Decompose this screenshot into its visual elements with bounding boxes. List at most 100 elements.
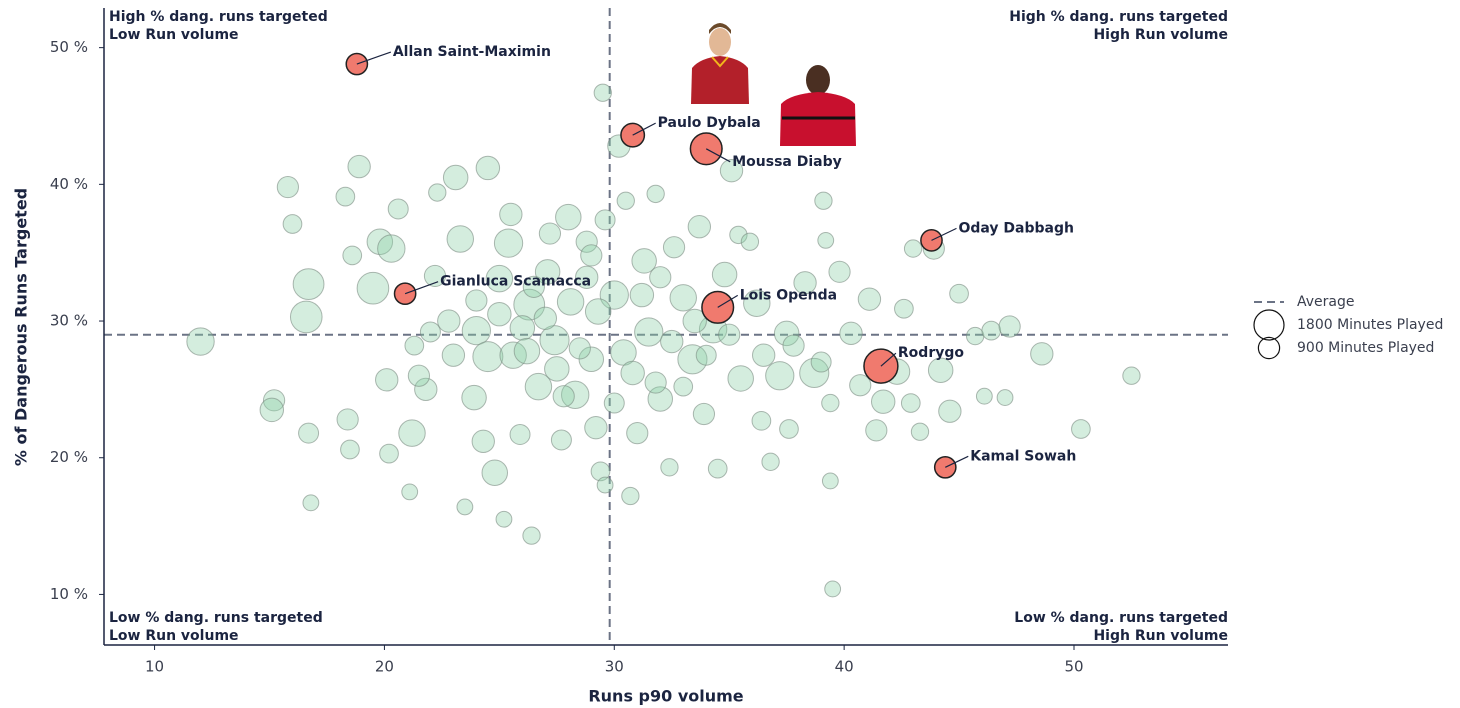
point	[584, 415, 608, 440]
point-label: Oday Dabbagh	[958, 220, 1073, 236]
point	[538, 222, 562, 245]
label-leader	[717, 294, 739, 308]
point	[644, 371, 667, 394]
point	[682, 308, 707, 334]
label-leader	[880, 352, 897, 367]
point	[336, 408, 359, 431]
point	[821, 472, 839, 490]
point	[719, 158, 744, 183]
point	[799, 357, 830, 389]
point	[292, 268, 325, 301]
label-leader	[705, 148, 731, 163]
point	[522, 275, 545, 298]
point	[387, 198, 409, 220]
point	[398, 419, 426, 447]
point	[821, 393, 840, 413]
point	[186, 327, 215, 356]
point	[773, 320, 800, 347]
point	[404, 335, 425, 356]
point	[938, 399, 962, 423]
point	[298, 422, 320, 444]
legend-label: Average	[1297, 294, 1355, 310]
legend-label: 1800 Minutes Played	[1297, 317, 1443, 333]
point	[495, 510, 513, 528]
point	[552, 385, 575, 408]
point	[461, 384, 487, 411]
player-photo	[691, 23, 749, 104]
y-tick-label: 30 %	[50, 312, 88, 330]
point	[533, 306, 558, 330]
point	[539, 325, 570, 356]
point	[996, 389, 1014, 406]
point	[677, 344, 708, 375]
point	[673, 376, 694, 397]
point	[442, 164, 469, 191]
point	[900, 393, 921, 413]
point	[509, 423, 531, 445]
point	[472, 341, 504, 373]
label-leader	[931, 227, 957, 241]
point	[509, 315, 536, 341]
point	[419, 321, 441, 343]
point	[743, 289, 771, 317]
point	[711, 261, 738, 288]
point	[718, 323, 741, 346]
point-label: Allan Saint-Maximin	[393, 44, 551, 60]
point	[727, 365, 754, 392]
point	[740, 232, 760, 251]
point	[828, 260, 851, 283]
point	[446, 225, 475, 253]
point	[596, 476, 614, 494]
point	[524, 372, 553, 401]
point	[499, 202, 523, 227]
point	[810, 351, 832, 373]
label-leader	[632, 122, 656, 136]
point	[965, 326, 985, 346]
legend-size	[1257, 336, 1281, 360]
point	[981, 320, 1002, 341]
quadrant-label: Low Run volume	[109, 27, 239, 43]
legend-size	[1253, 309, 1285, 341]
point	[839, 321, 863, 346]
point	[626, 422, 649, 445]
point	[276, 175, 299, 199]
point	[379, 443, 399, 464]
point	[1030, 342, 1054, 366]
point	[356, 271, 390, 305]
point	[927, 357, 954, 383]
point	[695, 344, 717, 366]
x-tick-label: 10	[145, 658, 164, 676]
point	[556, 288, 585, 316]
point	[603, 392, 625, 414]
label-leader	[404, 281, 439, 295]
point	[461, 315, 492, 346]
quadrant-label: High % dang. runs targeted	[109, 9, 328, 25]
point	[437, 309, 461, 333]
point	[782, 334, 805, 357]
point	[471, 429, 495, 454]
quadrant-label: Low % dang. runs targeted	[1014, 610, 1228, 626]
point	[407, 364, 431, 387]
point	[262, 389, 286, 412]
y-tick-label: 50 %	[50, 38, 88, 56]
quadrant-label: Low % dang. runs targeted	[109, 610, 323, 626]
point	[779, 419, 799, 439]
point-label: Moussa Diaby	[732, 154, 842, 170]
point	[649, 266, 672, 289]
label-leader	[356, 51, 392, 65]
point	[669, 284, 697, 312]
point	[870, 389, 896, 414]
x-tick-label: 30	[605, 658, 624, 676]
point	[949, 283, 969, 304]
point	[522, 526, 541, 545]
label-leader	[945, 455, 969, 468]
point	[752, 343, 776, 367]
highlight-point	[920, 229, 943, 252]
point	[550, 429, 572, 451]
point-label: Gianluca Scamacca	[440, 274, 591, 290]
point	[441, 343, 466, 367]
x-axis-label: Runs p90 volume	[588, 687, 743, 706]
point	[575, 230, 598, 253]
point	[894, 298, 914, 319]
